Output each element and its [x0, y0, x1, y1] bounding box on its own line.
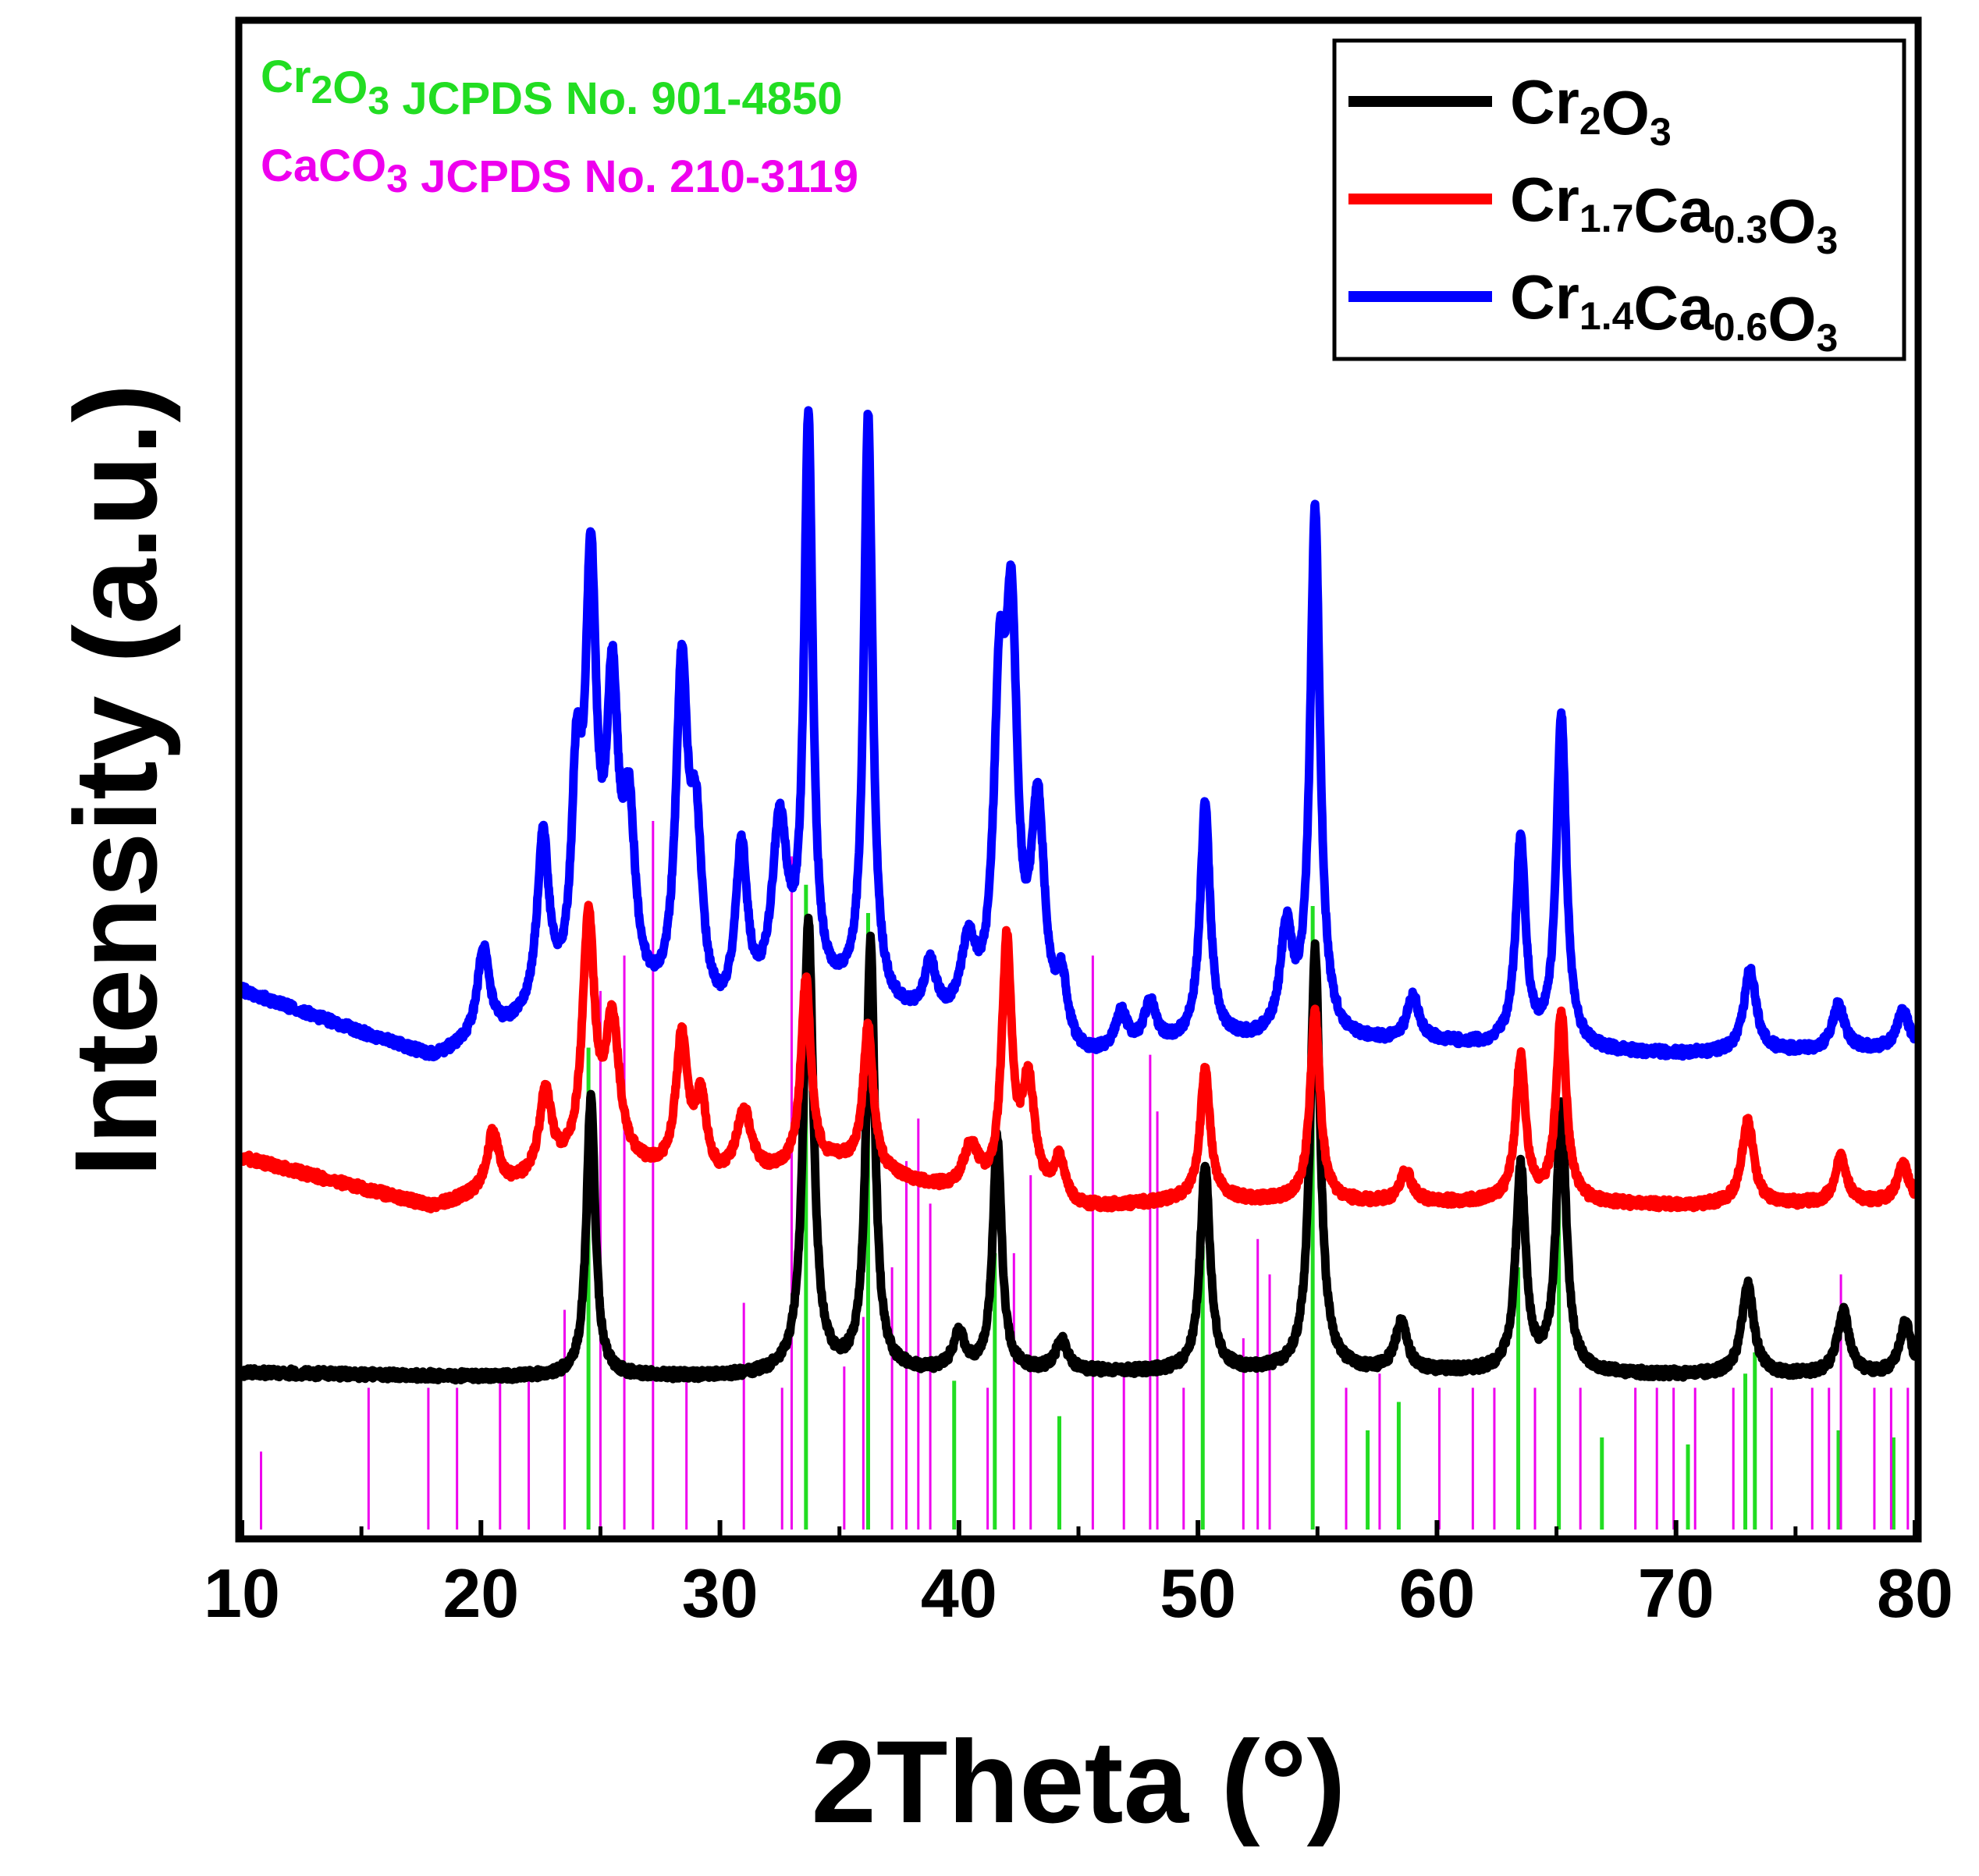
legend-label: Cr1.4Ca0.6O3 [1510, 262, 1838, 360]
x-tick-label: 10 [204, 1554, 280, 1632]
x-tick-label: 40 [921, 1554, 997, 1632]
x-tick-label: 20 [442, 1554, 519, 1632]
series-line-1 [237, 901, 1920, 1213]
legend-label: Cr1.7Ca0.3O3 [1510, 165, 1838, 262]
reference-card-label: Cr2O3 JCPDS No. 901-4850 [261, 52, 843, 124]
series-curves [237, 406, 1920, 1385]
reference-card-labels: Cr2O3 JCPDS No. 901-4850 CaCO3 JCPDS No. … [261, 52, 858, 202]
x-axis-title: 2Theta (°) [811, 1716, 1345, 1847]
series-line-0 [237, 913, 1920, 1385]
y-axis-title: Intensity (a.u.) [50, 384, 181, 1178]
reference-peak-markers [260, 821, 1910, 1530]
x-tick-label: 50 [1160, 1554, 1236, 1632]
plot-frame [235, 16, 1922, 1543]
x-tick-label: 70 [1638, 1554, 1714, 1632]
x-tick-label: 30 [682, 1554, 759, 1632]
x-tick-label: 80 [1877, 1554, 1953, 1632]
x-axis-ticks: 10 20 30 40 50 60 70 80 [204, 1520, 1953, 1632]
legend-label: Cr2O3 [1510, 67, 1672, 154]
reference-card-label: CaCO3 JCPDS No. 210-3119 [261, 140, 858, 202]
series-line-2 [237, 406, 1920, 1062]
x-tick-label: 60 [1398, 1554, 1475, 1632]
